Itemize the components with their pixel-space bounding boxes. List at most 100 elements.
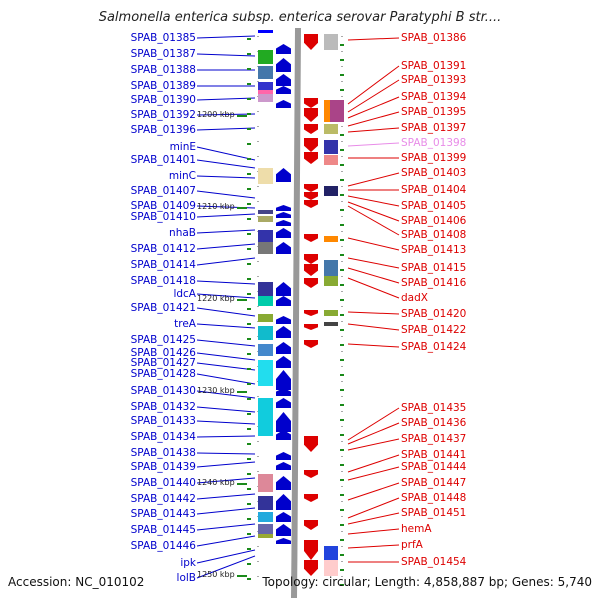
gene-label-reverse[interactable]: SPAB_01404 xyxy=(401,184,467,196)
gene-label-forward[interactable]: SPAB_01412 xyxy=(130,243,196,255)
gene-label-reverse[interactable]: SPAB_01437 xyxy=(401,433,467,445)
gene-label-forward[interactable]: SPAB_01425 xyxy=(130,334,196,346)
connector-reverse xyxy=(347,528,400,535)
gene-label-reverse[interactable]: SPAB_01441 xyxy=(401,449,467,461)
gene-label-forward[interactable]: SPAB_01387 xyxy=(130,48,196,60)
gene-label-reverse[interactable]: SPAB_01406 xyxy=(401,215,467,227)
gene-label-reverse[interactable]: SPAB_01451 xyxy=(401,507,467,519)
gene-label-reverse[interactable]: SPAB_01399 xyxy=(401,152,467,164)
reverse-arrow xyxy=(304,264,318,276)
track-tick xyxy=(340,524,344,526)
track-tick xyxy=(247,548,251,550)
gene-label-forward[interactable]: SPAB_01438 xyxy=(130,447,196,459)
gene-block-forward xyxy=(258,326,273,340)
gene-label-forward[interactable]: SPAB_01388 xyxy=(130,64,196,76)
gene-label-reverse[interactable]: SPAB_01405 xyxy=(401,200,467,212)
gene-label-forward[interactable]: SPAB_01446 xyxy=(130,540,196,552)
gene-label-reverse[interactable]: SPAB_01444 xyxy=(401,461,467,473)
gene-label-forward[interactable]: SPAB_01442 xyxy=(130,493,196,505)
gene-label-reverse[interactable]: SPAB_01408 xyxy=(401,229,467,241)
track-tick xyxy=(247,233,251,235)
gene-label-reverse[interactable]: SPAB_01403 xyxy=(401,167,467,179)
gene-label-forward[interactable]: SPAB_01428 xyxy=(130,368,196,380)
track-tick xyxy=(340,509,344,511)
gene-label-forward[interactable]: SPAB_01410 xyxy=(130,211,196,223)
gene-label-forward[interactable]: minC xyxy=(168,170,196,182)
gene-label-reverse[interactable]: prfA xyxy=(401,539,423,551)
gene-label-reverse[interactable]: SPAB_01416 xyxy=(401,277,467,289)
gene-label-forward[interactable]: SPAB_01432 xyxy=(130,401,196,413)
connector-forward xyxy=(196,229,256,234)
gene-label-reverse[interactable]: SPAB_01454 xyxy=(401,556,467,568)
gene-label-forward[interactable]: SPAB_01443 xyxy=(130,508,196,520)
gene-label-forward[interactable]: SPAB_01433 xyxy=(130,415,196,427)
gene-label-forward[interactable]: SPAB_01439 xyxy=(130,461,196,473)
gene-label-forward[interactable]: SPAB_01426 xyxy=(130,347,196,359)
gene-label-forward[interactable]: SPAB_01440 xyxy=(130,477,196,489)
gene-label-forward[interactable]: SPAB_01427 xyxy=(130,357,196,369)
reverse-arrow xyxy=(304,324,318,330)
gene-label-forward[interactable]: treA xyxy=(174,318,196,330)
gene-label-forward[interactable]: SPAB_01418 xyxy=(130,275,196,287)
gene-label-reverse[interactable]: SPAB_01413 xyxy=(401,244,467,256)
gene-label-reverse[interactable]: hemA xyxy=(401,523,432,535)
forward-arrow xyxy=(276,430,291,440)
track-tick xyxy=(247,203,251,205)
gene-block-forward xyxy=(258,50,273,64)
track-tick xyxy=(340,224,344,226)
connector-reverse xyxy=(347,111,400,127)
gene-label-reverse[interactable]: SPAB_01447 xyxy=(401,477,467,489)
connector-forward xyxy=(196,549,256,564)
gene-label-reverse[interactable]: dadX xyxy=(401,292,428,304)
gene-label-forward[interactable]: SPAB_01407 xyxy=(130,185,196,197)
gene-label-reverse[interactable]: SPAB_01397 xyxy=(401,122,467,134)
gene-label-reverse[interactable]: SPAB_01398 xyxy=(401,137,467,149)
gene-label-forward[interactable]: SPAB_01445 xyxy=(130,524,196,536)
gene-label-reverse[interactable]: SPAB_01448 xyxy=(401,492,467,504)
gene-label-forward[interactable]: SPAB_01414 xyxy=(130,259,196,271)
connector-reverse xyxy=(347,277,400,299)
gene-label-reverse[interactable]: SPAB_01391 xyxy=(401,60,467,72)
gene-label-reverse[interactable]: SPAB_01393 xyxy=(401,74,467,86)
gene-block-forward xyxy=(258,30,273,33)
gene-label-forward[interactable]: SPAB_01430 xyxy=(130,385,196,397)
gene-label-forward[interactable]: nhaB xyxy=(169,227,196,239)
forward-arrow xyxy=(276,326,291,338)
gene-label-reverse[interactable]: SPAB_01424 xyxy=(401,341,467,353)
gene-label-forward[interactable]: SPAB_01385 xyxy=(130,32,196,44)
scale-mark-label: 1240 kbp xyxy=(197,478,235,487)
gene-label-forward[interactable]: SPAB_01389 xyxy=(130,80,196,92)
track-tick xyxy=(340,59,344,61)
gene-label-forward[interactable]: SPAB_01390 xyxy=(130,94,196,106)
gene-label-forward[interactable]: ipk xyxy=(180,557,196,569)
reverse-arrow xyxy=(304,184,318,192)
gene-label-reverse[interactable]: SPAB_01435 xyxy=(401,402,467,414)
forward-arrow xyxy=(276,205,291,211)
gene-label-forward[interactable]: SPAB_01421 xyxy=(130,302,196,314)
gene-label-forward[interactable]: SPAB_01401 xyxy=(130,154,196,166)
forward-arrow xyxy=(276,412,291,432)
gene-block-reverse xyxy=(324,560,338,576)
track-tick xyxy=(247,188,251,190)
gene-label-reverse[interactable]: SPAB_01415 xyxy=(401,262,467,274)
gene-label-forward[interactable]: SPAB_01434 xyxy=(130,431,196,443)
scale-tick xyxy=(237,483,247,485)
gene-label-forward[interactable]: ldcA xyxy=(173,288,196,300)
gene-label-forward[interactable]: SPAB_01392 xyxy=(130,109,196,121)
gene-label-forward[interactable]: lolB xyxy=(176,572,196,584)
track-tick xyxy=(247,413,251,415)
track-tick xyxy=(247,353,251,355)
reverse-arrow xyxy=(304,494,318,502)
gene-label-reverse[interactable]: SPAB_01422 xyxy=(401,324,467,336)
forward-arrow xyxy=(276,476,291,490)
gene-label-reverse[interactable]: SPAB_01395 xyxy=(401,106,467,118)
gene-label-forward[interactable]: SPAB_01409 xyxy=(130,200,196,212)
gene-label-forward[interactable]: SPAB_01396 xyxy=(130,124,196,136)
gene-label-forward[interactable]: minE xyxy=(169,141,196,153)
gene-features xyxy=(258,30,344,576)
gene-label-reverse[interactable]: SPAB_01420 xyxy=(401,308,467,320)
forward-arrow xyxy=(276,388,291,396)
gene-label-reverse[interactable]: SPAB_01386 xyxy=(401,32,467,44)
gene-label-reverse[interactable]: SPAB_01436 xyxy=(401,417,467,429)
gene-label-reverse[interactable]: SPAB_01394 xyxy=(401,91,467,103)
